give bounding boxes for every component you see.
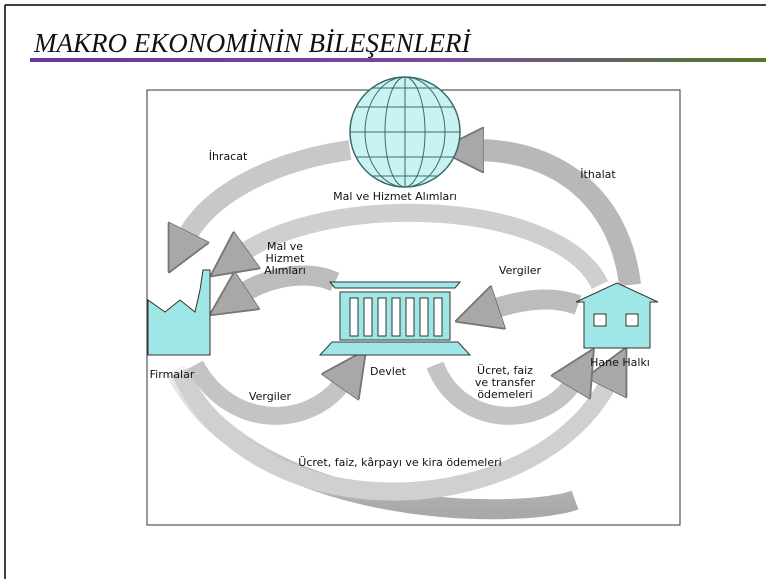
arrow — [240, 203, 609, 290]
arrow — [490, 300, 582, 310]
arrow — [185, 140, 352, 240]
node-label: Hane Halkı — [590, 356, 650, 369]
flow-label: Alımları — [264, 264, 306, 277]
globe — [349, 76, 461, 188]
node-label: Firmalar — [150, 368, 195, 381]
title-underline — [30, 58, 766, 62]
arrow — [426, 365, 575, 425]
flow-label: ödemeleri — [477, 388, 532, 401]
arrows — [166, 140, 641, 520]
flow-label: Ücret, faiz, kârpayı ve kira ödemeleri — [298, 456, 501, 469]
node-label: Devlet — [370, 365, 407, 378]
flow-label: Hizmet — [266, 252, 306, 265]
flow-label: İhracat — [209, 150, 248, 163]
flow-label: Vergiler — [499, 264, 542, 277]
government-icon — [318, 281, 472, 356]
flow-label: Mal ve — [267, 240, 303, 253]
factory-icon — [147, 269, 211, 356]
flow-label: ve transfer — [475, 376, 536, 389]
house-icon — [575, 282, 659, 349]
flow-label: Mal ve Hizmet Alımları — [333, 190, 457, 203]
arrow — [187, 365, 345, 425]
arrow — [171, 372, 610, 501]
flow-label: Ücret, faiz — [477, 364, 533, 377]
title: MAKRO EKONOMİNİN BİLEŞENLERİ — [33, 28, 472, 58]
flow-label: Vergiler — [249, 390, 292, 403]
flow-label: İthalat — [580, 168, 616, 181]
arrow — [475, 150, 641, 287]
arrow — [240, 265, 340, 295]
